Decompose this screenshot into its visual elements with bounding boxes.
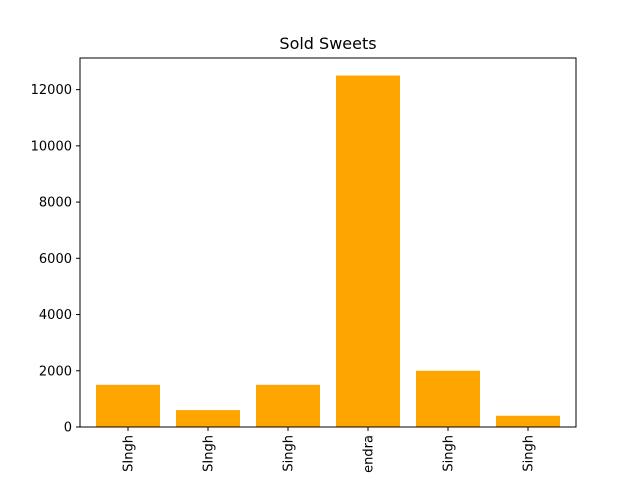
y-tick-label: 2000 xyxy=(39,364,72,379)
x-tick-label: Singh xyxy=(442,435,457,472)
x-tick-label: endra xyxy=(362,435,377,473)
x-tick-label: SIngh xyxy=(122,435,137,472)
y-tick-label: 8000 xyxy=(39,196,72,211)
plot-frame xyxy=(79,57,577,428)
y-tick-label: 6000 xyxy=(39,252,72,267)
x-tick-label: Singh xyxy=(522,435,537,472)
bars-layer xyxy=(96,75,560,427)
bar-2 xyxy=(256,384,320,427)
x-axis: SIngh SIngh Singh endra Singh Singh xyxy=(122,427,537,473)
x-tick-label: SIngh xyxy=(202,435,217,472)
y-tick-label: 0 xyxy=(64,421,72,436)
bar-1 xyxy=(176,410,240,427)
bar-5 xyxy=(496,415,560,427)
y-axis: 0 2000 4000 6000 8000 10000 12000 xyxy=(31,83,80,436)
chart-title: Sold Sweets xyxy=(279,34,376,53)
bar-3 xyxy=(336,75,400,427)
y-tick-label: 4000 xyxy=(39,308,72,323)
bar-4 xyxy=(416,370,480,427)
y-tick-label: 12000 xyxy=(31,83,72,98)
y-tick-label: 10000 xyxy=(31,139,72,154)
x-tick-label: Singh xyxy=(282,435,297,472)
bar-0 xyxy=(96,384,160,427)
